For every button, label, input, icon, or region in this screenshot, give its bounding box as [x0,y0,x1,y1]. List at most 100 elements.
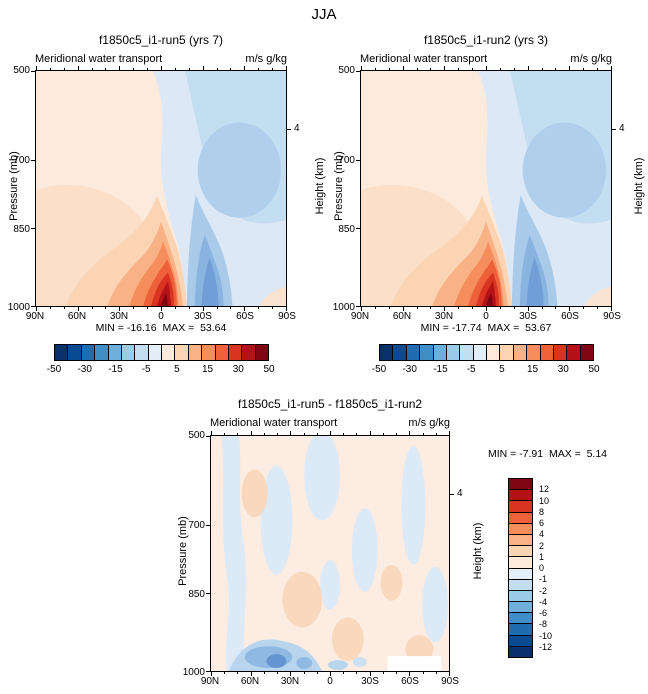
contour-field-run5 [36,71,286,306]
axis-tick [422,671,424,674]
panel-run5-subtitle-row: Meridional water transport m/s g/kg [35,53,287,65]
axis-tick [444,66,446,71]
axis-tick [237,671,239,674]
lat-tick-label: 0 [483,311,489,322]
pressure-tick-label: 500 [188,430,205,441]
warm-corner-patch [584,287,611,306]
axis-tick [63,68,65,71]
lat-tick-label: 60S [236,311,254,322]
axis-tick [63,306,65,309]
axis-tick [277,671,279,674]
axis-tick [409,671,411,676]
axis-tick [105,68,107,71]
axis-tick [555,68,557,71]
axis-tick [374,306,376,309]
axis-tick [77,306,79,311]
axis-tick [513,306,515,309]
axis-tick [188,306,190,309]
axis-tick [237,433,239,436]
axis-tick [388,68,390,71]
axis-tick [449,493,454,495]
axis-tick [486,66,487,71]
axis-tick [409,431,411,436]
axis-tick [272,68,274,71]
axis-tick [356,306,361,307]
colorbar-cell [566,345,580,360]
axis-tick [611,306,612,311]
axis-tick [583,306,585,309]
axis-tick [119,66,121,71]
axis-tick [31,306,36,307]
axis-tick [388,306,390,309]
axis-tick [402,66,404,71]
axis-tick [119,306,121,311]
axis-tick [36,306,37,311]
colorbar-tick-label: -10 [539,630,553,641]
axis-tick [356,160,361,162]
cold-upper-region [184,71,286,224]
axis-tick [356,71,361,72]
colorbar-cell [445,345,460,360]
axis-tick [486,306,487,311]
colorbar-cell [509,489,532,501]
contour-plot-diff [206,431,454,676]
colorbar-diff [508,478,533,658]
colorbar-run2 [379,344,594,361]
colorbar-cell [214,345,228,360]
colorbar-tick-label: -30 [77,364,92,375]
panel-diff-title: f1850c5_i1-run5 - f1850c5_i1-run2 [237,397,423,411]
axis-tick [374,68,376,71]
colorbar-cell [94,345,108,360]
pressure-axis-title: Pressure (mb) [177,516,189,586]
axis-tick [472,306,474,309]
colorbar-tick-label: 6 [539,518,545,528]
pressure-tick-label: 1000 [332,302,355,313]
height-axis-title: Height (km) [314,157,326,215]
axis-tick [290,431,292,436]
axis-tick [527,306,529,311]
lat-tick-label: 30S [361,676,379,687]
axis-tick [31,71,36,72]
colorbar-cell [174,345,188,360]
pressure-tick-label: 700 [13,155,30,166]
axis-tick [133,306,135,309]
colorbar-cell [55,345,68,360]
contour-field-run2 [361,71,611,306]
axis-tick [435,433,437,436]
colorbar-cell [161,345,175,360]
colorbar-cell [509,545,532,557]
axis-tick [555,306,557,309]
lat-tick-label: 60N [392,311,412,322]
axis-tick [422,433,424,436]
colorbar-cell [419,345,433,360]
axis-tick [361,306,362,311]
colorbar-cell [509,634,532,646]
pressure-axis-title: Pressure (mb) [333,151,345,221]
axis-tick [161,66,162,71]
axis-tick [513,68,515,71]
colorbar-cell [509,533,532,546]
axis-tick [174,306,176,309]
axis-tick [343,671,345,674]
height-tick-label: 4 [294,123,300,134]
axis-tick [206,436,211,437]
minmax-run2: MIN = -17.74 MAX = 53.67 [420,322,552,334]
lat-tick-label: 30N [434,311,454,322]
axis-tick [472,68,474,71]
panel-run5-variable-label: Meridional water transport [35,53,163,65]
colorbar-cell [509,645,532,657]
axis-tick [499,68,501,71]
pressure-tick-label: 500 [13,65,30,76]
pressure-tick-label: 850 [338,224,355,235]
colorbar-cell [579,345,593,360]
lat-tick-label: 90S [278,311,296,322]
axis-tick [430,306,432,309]
lat-tick-label: 30N [109,311,129,322]
pressure-axis-title: Pressure (mb) [8,151,20,221]
colorbar-cell [499,345,513,360]
axis-tick [216,306,218,309]
axis-tick [303,433,305,436]
lat-tick-label: 0 [158,311,164,322]
colorbar-tick-label: -12 [539,641,553,652]
